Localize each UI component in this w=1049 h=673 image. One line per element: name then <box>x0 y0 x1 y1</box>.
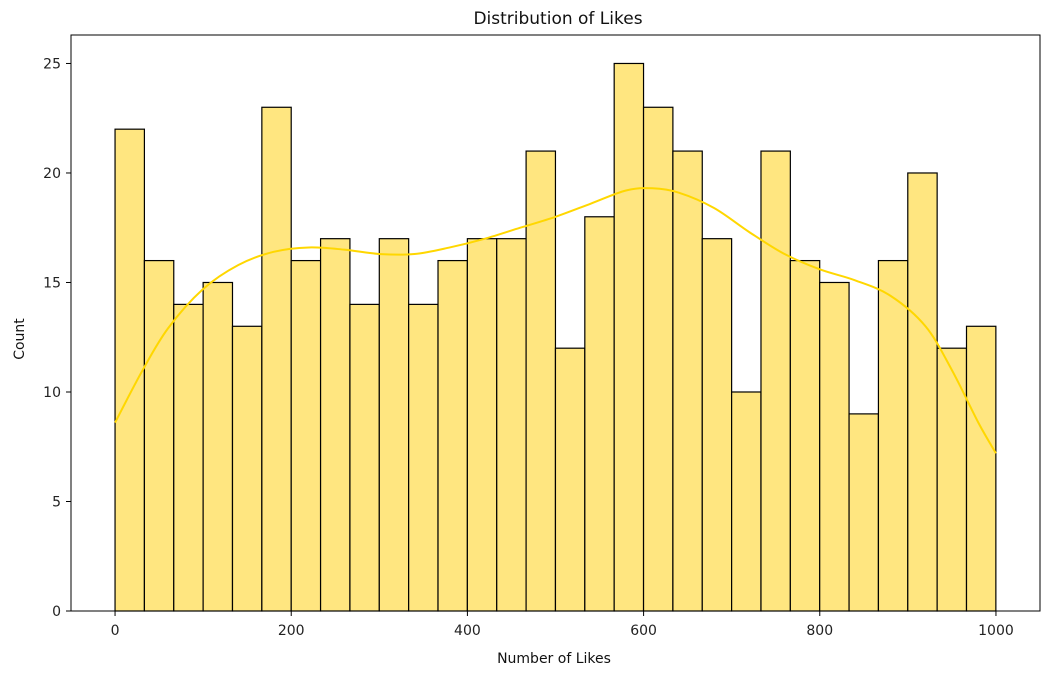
y-tick-label: 20 <box>43 166 61 182</box>
x-tick-label: 0 <box>111 623 120 639</box>
histogram-bar <box>760 150 791 612</box>
histogram-bar <box>437 259 468 612</box>
histogram-bar <box>261 106 292 612</box>
y-tick-label: 0 <box>52 604 61 620</box>
x-tick-label: 200 <box>278 623 305 639</box>
plot-frame <box>70 34 1041 612</box>
histogram-bar <box>789 259 821 612</box>
y-axis-label: Count <box>12 318 28 360</box>
axes-layer: 0 200 400 600 800 1000 0 5 10 15 20 25 <box>43 34 1041 639</box>
y-tick-label: 25 <box>43 56 61 72</box>
x-axis-label: Number of Likes <box>497 651 611 667</box>
histogram-bar <box>496 238 527 612</box>
y-tick-label: 15 <box>43 275 61 291</box>
histogram-bar <box>349 303 380 612</box>
histogram-bar <box>173 303 204 612</box>
histogram-bar <box>466 238 498 612</box>
histogram-bar <box>408 303 439 612</box>
histogram-bar <box>143 259 175 612</box>
y-tick-label: 10 <box>43 385 61 401</box>
kde-layer <box>114 187 997 454</box>
histogram-bar <box>319 238 351 612</box>
y-tick-label: 5 <box>52 494 61 510</box>
bars-layer <box>114 62 997 612</box>
histogram-bar <box>584 216 615 612</box>
x-tick-label: 400 <box>454 623 481 639</box>
histogram-bar <box>819 281 850 612</box>
x-tick-label: 800 <box>806 623 833 639</box>
histogram-bar <box>202 281 234 612</box>
histogram-bar <box>672 150 703 612</box>
histogram-bar <box>114 128 146 612</box>
histogram-bar <box>554 347 586 612</box>
histogram-bar <box>965 325 997 612</box>
histogram-bar <box>877 259 909 612</box>
histogram-bar <box>613 62 645 612</box>
histogram-bar <box>525 150 557 612</box>
histogram-bar <box>290 259 322 612</box>
histogram-bar <box>936 347 968 612</box>
histogram-bar <box>907 172 938 612</box>
kde-line <box>114 187 997 454</box>
histogram-bar <box>731 391 762 612</box>
histogram-bar <box>642 106 674 612</box>
x-tick-label: 1000 <box>978 623 1014 639</box>
histogram-bar <box>848 413 880 612</box>
x-tick-label: 600 <box>630 623 657 639</box>
histogram-bar <box>701 238 733 612</box>
histogram-bar <box>378 238 410 612</box>
histogram-bar <box>231 325 263 612</box>
chart-title: Distribution of Likes <box>473 9 642 29</box>
